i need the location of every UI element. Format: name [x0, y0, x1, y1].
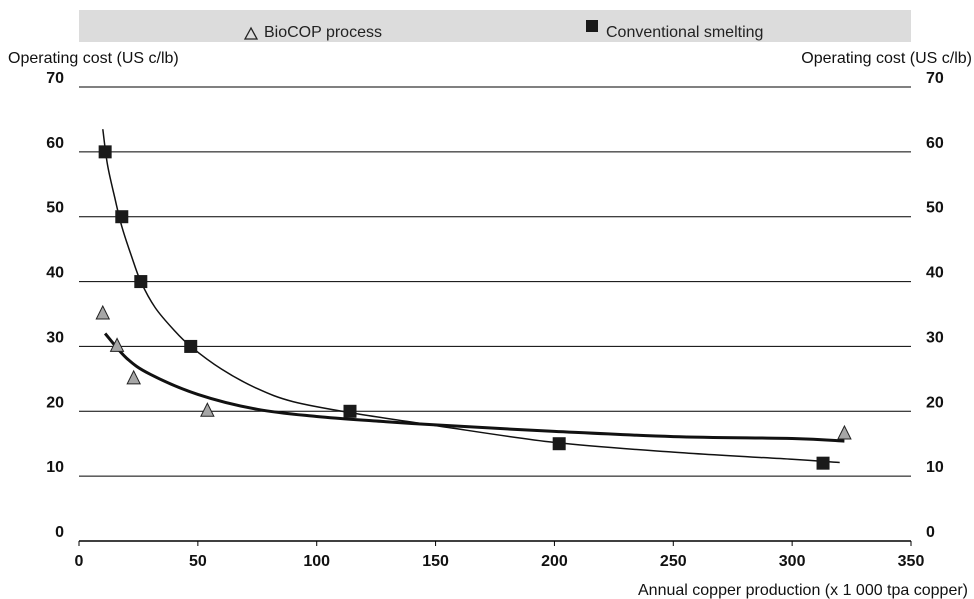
x-axis-title: Annual copper production (x 1 000 tpa co…	[638, 582, 968, 599]
y-tick-label-left: 50	[46, 200, 64, 217]
legend-label-biocop: BioCOP process	[264, 24, 382, 41]
y-axis-title-left: Operating cost (US c/lb)	[8, 50, 179, 67]
y-tick-label-right: 20	[926, 394, 944, 411]
conventional-data-point	[816, 456, 830, 470]
x-tick-label: 0	[75, 553, 84, 570]
y-tick-label-left: 10	[46, 459, 64, 476]
conventional-data-point	[115, 210, 129, 224]
y-tick-label-left: 20	[46, 394, 64, 411]
conventional-trend-line	[102, 129, 840, 464]
x-tick-label: 350	[898, 553, 925, 570]
y-tick-label-right: 10	[926, 459, 944, 476]
biocop-data-point	[95, 304, 111, 320]
biocop-data-point	[200, 402, 215, 417]
conventional-data-point	[552, 437, 566, 451]
trend-lines	[102, 129, 845, 464]
y-tick-label-right: 40	[926, 265, 944, 282]
y-tick-label-right: 0	[926, 524, 935, 541]
y-tick-label-right: 60	[926, 135, 944, 152]
x-tick-label: 100	[303, 553, 330, 570]
y-tick-label-right: 50	[926, 200, 944, 217]
y-tick-label-left: 40	[46, 265, 64, 282]
conventional-data-point	[134, 275, 148, 289]
y-ticks-right: 0 10 20 30 40 50 60 70	[926, 70, 944, 541]
legend-background	[79, 10, 911, 42]
legend: BioCOP process Conventional smelting	[79, 10, 911, 42]
biocop-data-point	[109, 337, 125, 352]
y-tick-label-left: 30	[46, 329, 64, 346]
x-tick-label: 200	[541, 553, 568, 570]
conventional-data-point	[184, 339, 198, 353]
y-tick-label-right: 30	[926, 329, 944, 346]
legend-marker-biocop-triangle-icon	[243, 26, 259, 40]
conventional-data-point	[98, 145, 112, 159]
y-tick-label-left: 70	[46, 70, 64, 87]
y-tick-label-left: 0	[55, 524, 64, 541]
legend-marker-conventional-square-icon	[586, 20, 598, 32]
x-ticks: 0 50 100 150 200 250 300 350	[75, 541, 925, 570]
x-tick-label: 300	[779, 553, 806, 570]
conventional-data-point	[343, 404, 357, 418]
legend-label-conventional: Conventional smelting	[606, 24, 763, 41]
y-tick-label-right: 70	[926, 70, 944, 87]
x-tick-label: 150	[422, 553, 449, 570]
y-ticks-left: 0 10 20 30 40 50 60 70	[46, 70, 64, 541]
y-axis-title-right: Operating cost (US c/lb)	[801, 50, 972, 67]
x-tick-label: 50	[189, 553, 207, 570]
data-points	[95, 145, 852, 470]
biocop-data-point	[837, 424, 852, 440]
biocop-data-point	[126, 369, 141, 385]
gridlines	[79, 86, 911, 542]
y-tick-label-left: 60	[46, 135, 64, 152]
biocop-trend-line	[103, 332, 845, 443]
x-tick-label: 250	[660, 553, 687, 570]
